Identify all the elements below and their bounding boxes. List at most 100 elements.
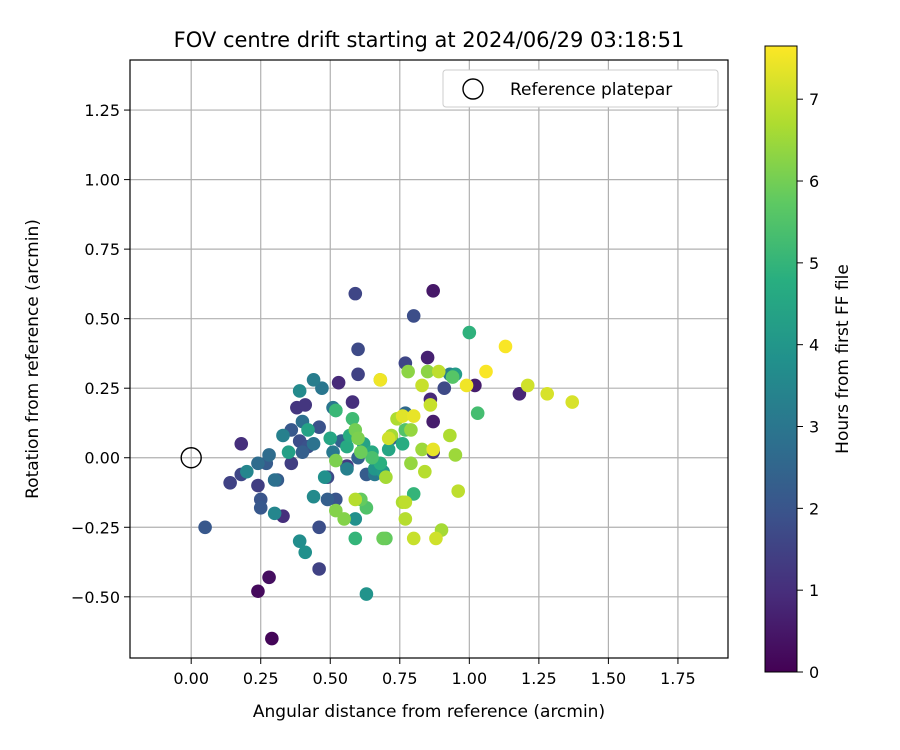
scatter-point — [348, 286, 363, 301]
scatter-point — [312, 562, 326, 576]
scatter-point — [398, 495, 413, 510]
scatter-point — [348, 512, 363, 526]
scatter-point — [404, 456, 418, 471]
colorbar: 0 1 2 3 4 5 6 7 Hours from first FF file — [764, 45, 853, 682]
scatter-point — [315, 381, 329, 396]
scatter-point — [198, 520, 212, 535]
scatter-point — [281, 445, 296, 459]
scatter-point — [337, 512, 351, 526]
y-tick-label: −0.50 — [71, 588, 120, 607]
scatter-points — [180, 284, 580, 646]
scatter-point — [348, 492, 363, 507]
scatter-point — [398, 512, 413, 526]
x-tick-label: 1.25 — [521, 669, 557, 688]
scatter-point — [262, 570, 276, 585]
scatter-point — [404, 423, 418, 437]
scatter-point — [292, 384, 307, 398]
colorbar-tick-label: 7 — [809, 90, 819, 109]
colorbar-title: Hours from first FF file — [833, 264, 853, 454]
scatter-point — [379, 470, 393, 485]
scatter-point — [234, 437, 249, 451]
scatter-point — [265, 631, 279, 646]
scatter-point — [373, 373, 388, 387]
scatter-point — [381, 431, 396, 446]
grid — [130, 60, 728, 658]
colorbar-tick-label: 2 — [809, 499, 819, 518]
scatter-point — [284, 456, 299, 471]
scatter-point — [329, 503, 343, 518]
scatter-point — [479, 364, 493, 379]
scatter-point — [351, 367, 365, 382]
colorbar-ticks: 0 1 2 3 4 5 6 7 — [797, 90, 819, 682]
scatter-point — [420, 350, 435, 365]
y-axis-title: Rotation from reference (arcmin) — [23, 219, 43, 499]
scatter-point — [406, 487, 421, 501]
scatter-point — [292, 534, 307, 548]
scatter-point — [317, 470, 332, 485]
legend-marker-open-circle — [462, 78, 484, 100]
scatter-point — [406, 309, 421, 323]
legend-box — [442, 69, 719, 108]
scatter-point — [267, 473, 282, 487]
scatter-point — [512, 386, 527, 401]
scatter-point — [251, 584, 265, 599]
scatter-point — [415, 442, 429, 457]
scatter-point — [395, 437, 410, 451]
scatter-point — [459, 378, 474, 393]
scatter-point — [520, 378, 535, 393]
x-tick-label: 1.50 — [591, 669, 627, 688]
scatter-point — [312, 520, 326, 535]
scatter-point — [276, 428, 290, 443]
scatter-point — [462, 325, 477, 340]
scatter-point — [306, 489, 321, 504]
scatter-point — [448, 448, 463, 462]
colorbar-tick-label: 5 — [809, 254, 819, 273]
scatter-point — [406, 409, 421, 423]
scatter-point — [345, 395, 360, 409]
x-tick-label: 0.75 — [382, 669, 418, 688]
scatter-point — [470, 406, 485, 421]
scatter-point — [359, 587, 374, 601]
scatter-point — [426, 284, 440, 298]
scatter-point — [251, 478, 265, 493]
scatter-point — [298, 398, 313, 412]
y-axis-ticks: −0.50 −0.25 0.00 0.25 0.50 0.75 1.00 1.25 — [71, 101, 130, 607]
scatter-point — [395, 409, 410, 423]
scatter-point — [348, 531, 363, 546]
y-tick-label: 0.00 — [84, 449, 120, 468]
plot-area-frame — [129, 59, 729, 659]
scatter-point — [306, 437, 321, 451]
scatter-point — [340, 462, 354, 476]
x-axis-title: Angular distance from reference (arcmin) — [253, 702, 605, 722]
y-tick-label: −0.25 — [71, 518, 120, 537]
scatter-point — [340, 439, 354, 454]
y-tick-label: 0.25 — [84, 379, 120, 398]
scatter-point — [354, 445, 368, 459]
scatter-point — [418, 464, 432, 479]
scatter-point — [301, 423, 315, 437]
scatter-point — [445, 370, 460, 384]
scatter-point — [345, 412, 360, 426]
scatter-point — [451, 484, 466, 498]
scatter-point — [406, 531, 421, 546]
x-tick-label: 0.50 — [312, 669, 348, 688]
scatter-point — [423, 398, 438, 412]
legend-label-reference: Reference platepar — [510, 80, 672, 100]
colorbar-tick-label: 0 — [809, 663, 819, 682]
scatter-point — [420, 364, 435, 379]
y-tick-label: 1.00 — [84, 171, 120, 190]
scatter-point — [431, 364, 446, 379]
scatter-point — [329, 453, 343, 468]
scatter-point — [437, 381, 452, 396]
scatter-point — [365, 450, 379, 465]
scatter-point — [298, 545, 313, 560]
x-tick-label: 1.00 — [452, 669, 488, 688]
scatter-point — [295, 445, 310, 459]
x-axis-ticks: 0.00 0.25 0.50 0.75 1.00 1.25 1.50 1.75 — [173, 658, 696, 688]
chart-title: FOV centre drift starting at 2024/06/29 … — [174, 28, 685, 52]
x-tick-label: 0.25 — [243, 669, 279, 688]
legend: Reference platepar — [442, 69, 719, 108]
scatter-point — [251, 456, 265, 471]
colorbar-tick-label: 4 — [809, 336, 819, 355]
